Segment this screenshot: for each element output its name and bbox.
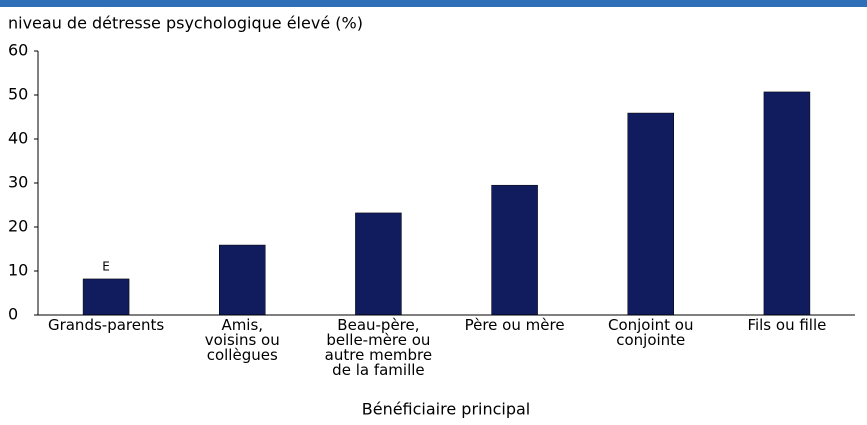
y-tick-label: 50 xyxy=(8,85,28,104)
x-tick-label: Père ou mère xyxy=(464,316,565,334)
bar xyxy=(763,91,811,316)
y-tick-label: 40 xyxy=(8,129,28,148)
y-tick-label: 60 xyxy=(8,41,28,60)
x-tick-label: Fils ou fille xyxy=(747,316,827,334)
x-tick-label: Grands-parents xyxy=(47,316,165,334)
bar xyxy=(627,112,674,316)
y-tick-label: 10 xyxy=(8,261,28,280)
y-tick-label: 0 xyxy=(8,305,18,324)
bar xyxy=(355,212,402,316)
annotation: E xyxy=(102,259,110,273)
y-tick-label: 30 xyxy=(8,173,28,192)
top-band xyxy=(0,0,867,7)
y-tick-label: 20 xyxy=(8,217,28,236)
x-tick-label: Amis, voisins ou collègues xyxy=(204,316,280,364)
x-tick-label: Beau-père, belle-mère ou autre membre de… xyxy=(324,316,433,379)
bar xyxy=(219,244,266,316)
bar xyxy=(491,184,538,316)
bar xyxy=(82,278,130,316)
x-axis-label: Bénéficiaire principal xyxy=(362,400,531,419)
x-tick-label: Conjoint ou conjointe xyxy=(607,316,694,349)
y-axis-label: niveau de détresse psychologique élevé (… xyxy=(8,14,363,33)
